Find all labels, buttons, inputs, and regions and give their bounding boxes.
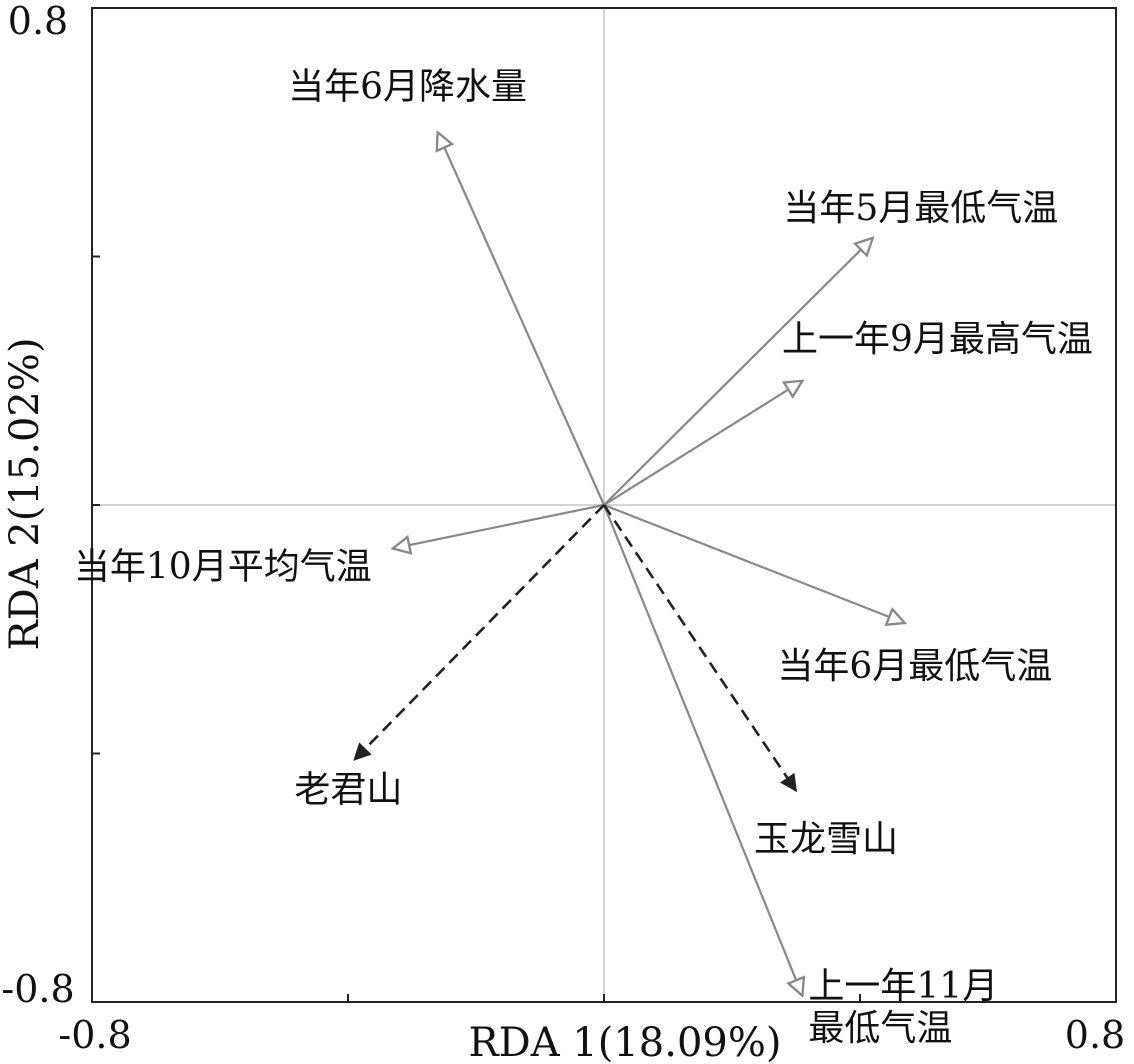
environment-vector-label: 当年10月平均气温 bbox=[74, 546, 372, 587]
environment-vector-label: 上一年11月最低气温 bbox=[808, 966, 998, 1049]
vector-labels: 当年6月降水量当年5月最低气温上一年9月最高气温当年10月平均气温当年6月最低气… bbox=[74, 66, 1093, 1049]
site-arrows bbox=[354, 504, 798, 791]
environment-arrow bbox=[438, 132, 606, 506]
environment-vector-label: 上一年9月最高气温 bbox=[782, 319, 1093, 360]
site-arrow bbox=[602, 504, 798, 791]
environment-arrow bbox=[603, 503, 905, 623]
axis-ticks bbox=[91, 7, 1117, 1003]
y-axis-title: RDA 2(15.02%) bbox=[2, 338, 48, 651]
x-tick-label-min: -0.8 bbox=[58, 1013, 131, 1057]
site-vector-label: 玉龙雪山 bbox=[754, 819, 898, 860]
y-tick-label-min: -0.8 bbox=[1, 967, 74, 1011]
site-vector-label: 老君山 bbox=[294, 770, 402, 811]
environment-vector-label: 当年5月最低气温 bbox=[783, 188, 1058, 229]
environment-arrow bbox=[603, 238, 873, 506]
environment-vector-label: 当年6月降水量 bbox=[288, 66, 527, 107]
x-tick-label-max: 0.8 bbox=[1065, 1013, 1125, 1057]
environment-arrow bbox=[393, 503, 605, 548]
x-axis-title: RDA 1(18.09%) bbox=[469, 1020, 782, 1064]
environment-arrow bbox=[603, 381, 802, 506]
environment-arrows bbox=[393, 132, 905, 996]
y-tick-label-max: 0.8 bbox=[8, 0, 68, 43]
environment-vector-label: 当年6月最低气温 bbox=[777, 646, 1052, 687]
site-arrow bbox=[354, 504, 605, 760]
environment-arrow bbox=[602, 504, 802, 996]
